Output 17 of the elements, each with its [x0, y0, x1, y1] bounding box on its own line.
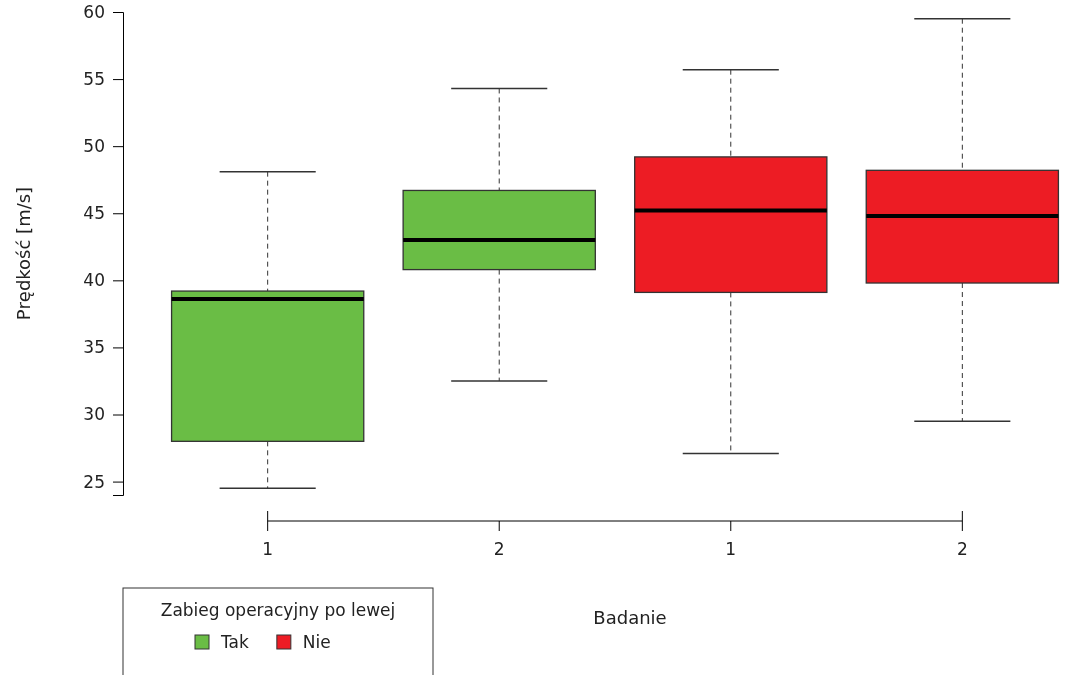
x-axis-title: Badanie — [593, 607, 667, 628]
legend-label: Nie — [302, 632, 331, 652]
x-tick-label: 2 — [956, 539, 968, 560]
y-tick-label: 25 — [83, 471, 105, 492]
y-tick-label: 30 — [83, 404, 105, 425]
legend-label: Tak — [220, 632, 249, 652]
y-axis-title: Prędkość [m/s] — [13, 186, 34, 321]
y-tick-label: 50 — [83, 136, 105, 157]
y-tick-label: 45 — [83, 203, 105, 224]
x-tick-label: 1 — [262, 539, 274, 560]
y-tick-label: 60 — [83, 1, 105, 22]
y-tick-label: 40 — [83, 270, 105, 291]
x-tick-label: 1 — [725, 539, 737, 560]
y-tick-label: 35 — [83, 337, 105, 358]
x-tick-label: 2 — [493, 539, 505, 560]
y-tick-label: 55 — [83, 69, 105, 90]
legend-title: Zabieg operacyjny po lewej — [160, 600, 396, 620]
